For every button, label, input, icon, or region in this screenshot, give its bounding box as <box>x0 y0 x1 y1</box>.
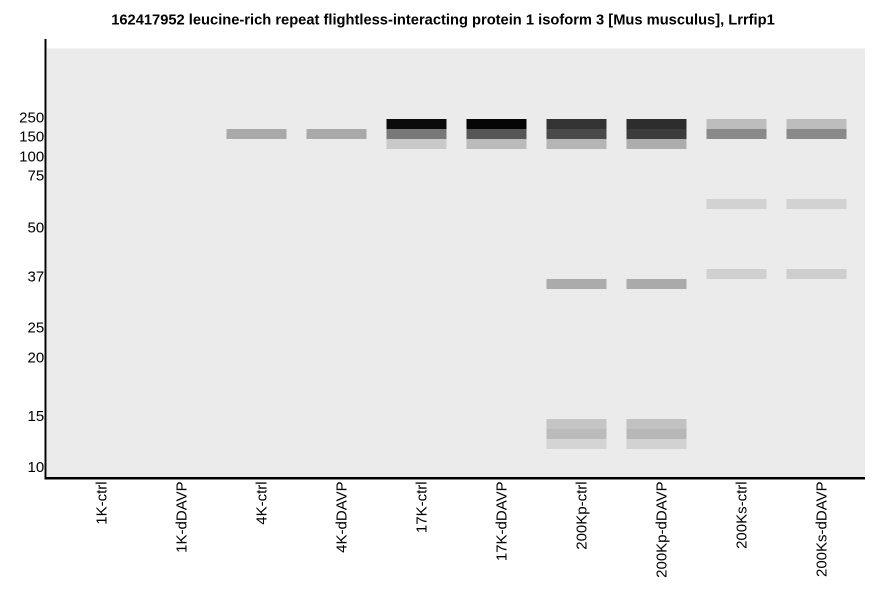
svg-text:150: 150 <box>19 129 44 146</box>
svg-text:17K-ctrl: 17K-ctrl <box>413 481 430 533</box>
svg-text:162417952 leucine-rich repeat: 162417952 leucine-rich repeat flightless… <box>111 13 775 29</box>
svg-text:200Ks-dDAVP: 200Ks-dDAVP <box>813 481 830 577</box>
svg-text:4K-ctrl: 4K-ctrl <box>253 481 270 524</box>
svg-text:37: 37 <box>28 269 45 286</box>
svg-text:200Kp-dDAVP: 200Kp-dDAVP <box>653 481 670 577</box>
svg-text:250: 250 <box>19 109 44 126</box>
svg-text:10: 10 <box>28 459 45 476</box>
svg-text:1K-ctrl: 1K-ctrl <box>93 481 110 524</box>
svg-text:200Ks-ctrl: 200Ks-ctrl <box>733 481 750 549</box>
svg-text:1K-dDAVP: 1K-dDAVP <box>173 481 190 552</box>
svg-text:15: 15 <box>28 408 45 425</box>
svg-text:25: 25 <box>28 320 45 337</box>
svg-text:200Kp-ctrl: 200Kp-ctrl <box>573 481 590 549</box>
svg-text:17K-dDAVP: 17K-dDAVP <box>493 481 510 561</box>
svg-text:4K-dDAVP: 4K-dDAVP <box>333 481 350 552</box>
svg-text:20: 20 <box>28 350 45 367</box>
svg-text:75: 75 <box>28 167 45 184</box>
svg-text:50: 50 <box>28 220 45 237</box>
svg-text:100: 100 <box>19 148 44 165</box>
